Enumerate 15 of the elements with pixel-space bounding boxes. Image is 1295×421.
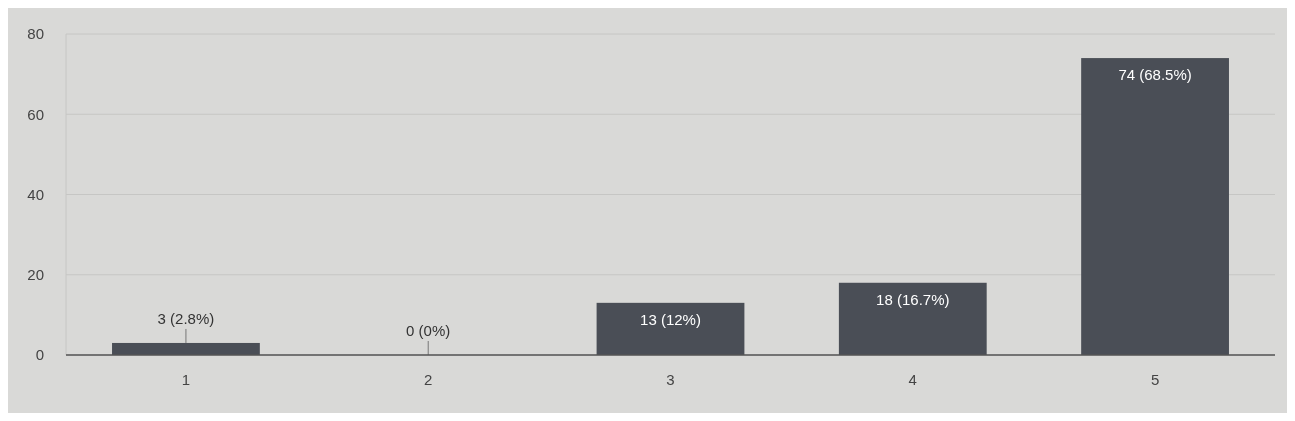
x-tick-label: 5 [1150, 371, 1160, 388]
y-tick-label: 80 [27, 25, 44, 43]
x-tick-label: 4 [908, 371, 917, 388]
y-tick-label: 40 [27, 185, 44, 203]
data-label: 13 (12%) [640, 310, 701, 328]
data-label: 74 (68.5%) [1118, 66, 1192, 84]
x-tick-label: 3 [666, 371, 675, 388]
data-label: 18 (16.7%) [876, 290, 950, 308]
y-tick-label: 20 [27, 266, 44, 283]
data-label: 0 (0%) [406, 322, 451, 339]
data-label: 3 (2.8%) [157, 309, 215, 327]
y-tick-label: 0 [35, 346, 44, 364]
y-tick-label: 60 [27, 105, 44, 123]
x-tick-label: 2 [424, 371, 433, 388]
x-tick-label: 1 [181, 371, 191, 388]
